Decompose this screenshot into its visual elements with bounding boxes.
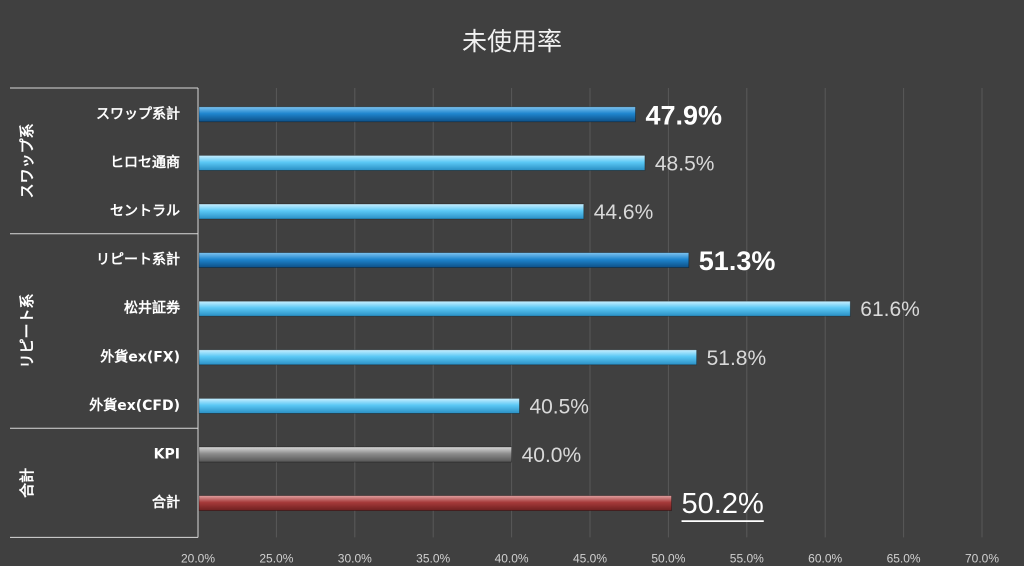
x-tick-label: 45.0% — [573, 551, 607, 565]
data-label: 44.6% — [594, 201, 654, 224]
category-label: KPI — [154, 447, 180, 463]
bar — [198, 397, 520, 414]
group-label: スワップ系 — [18, 123, 36, 198]
data-label: 51.8% — [707, 347, 767, 370]
category-label: 外貨ex(FX) — [100, 348, 180, 365]
category-label: リピート系計 — [96, 251, 180, 268]
x-tick-label: 40.0% — [495, 551, 529, 565]
x-tick-label: 35.0% — [416, 551, 450, 565]
bar — [198, 349, 698, 366]
bar — [198, 252, 690, 269]
data-label: 48.5% — [655, 152, 715, 175]
x-tick-label: 30.0% — [338, 551, 372, 565]
category-label: 松井証券 — [124, 300, 181, 317]
x-tick-label: 65.0% — [887, 551, 921, 565]
x-tick-label: 20.0% — [181, 551, 215, 565]
group-label: リピート系 — [18, 293, 36, 368]
bar — [198, 300, 851, 317]
bar — [198, 154, 646, 171]
chart-title: 未使用率 — [461, 27, 562, 56]
bar — [198, 495, 672, 512]
data-label: 61.6% — [860, 298, 920, 321]
data-label: 40.0% — [522, 444, 582, 467]
x-tick-label: 70.0% — [965, 551, 999, 565]
data-label: 40.5% — [529, 395, 589, 418]
group-label: 合計 — [18, 468, 36, 499]
category-label: 合計 — [152, 494, 180, 511]
data-label: 51.3% — [699, 246, 776, 276]
bar — [198, 446, 513, 463]
x-tick-label: 55.0% — [730, 551, 764, 565]
data-label: 47.9% — [645, 100, 722, 130]
x-tick-label: 50.0% — [651, 551, 685, 565]
bar — [198, 203, 585, 220]
x-tick-label: 60.0% — [808, 551, 842, 565]
bar — [198, 106, 636, 123]
category-label: 外貨ex(CFD) — [89, 397, 180, 414]
data-label: 50.2% — [682, 488, 764, 520]
x-tick-label: 25.0% — [259, 551, 293, 565]
category-label: スワップ系計 — [96, 105, 180, 122]
category-label: ヒロセ通商 — [110, 154, 180, 171]
category-label: セントラル — [110, 204, 180, 220]
